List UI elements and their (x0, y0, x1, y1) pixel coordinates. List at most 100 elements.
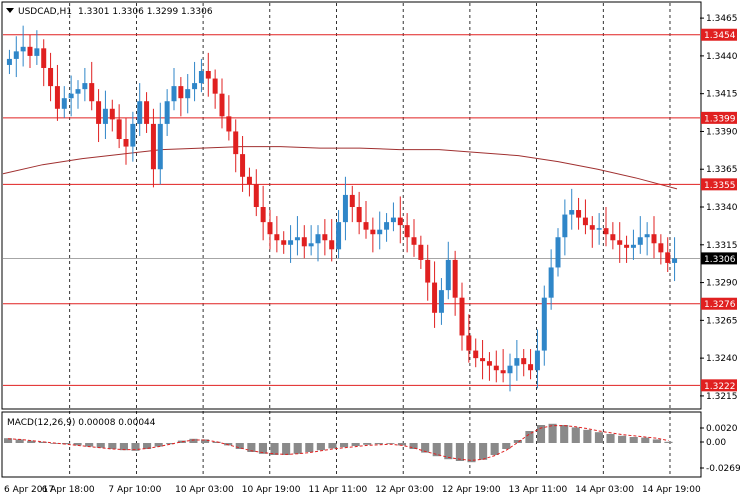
candle-body (329, 240, 335, 250)
time-tick: 10 Apr 19:00 (242, 485, 301, 495)
candle-body (75, 89, 81, 94)
candle-body (130, 123, 136, 147)
candle-body (89, 83, 95, 102)
candle-body (315, 234, 321, 244)
candle-body (589, 225, 595, 230)
macd-bar (270, 443, 279, 455)
candle-body (281, 240, 287, 245)
candle-body (480, 358, 486, 362)
candle-body (596, 228, 602, 230)
macd-tick: 0.0020 (706, 424, 738, 434)
time-tick: 14 Apr 19:00 (642, 485, 701, 495)
macd-bar (664, 441, 673, 443)
macd-bar (200, 439, 210, 443)
candle-body (665, 252, 671, 263)
macd-bar (432, 443, 441, 457)
time-tick: 13 Apr 11:00 (509, 485, 568, 495)
price-tick: 1.3365 (706, 165, 738, 175)
candle-body (198, 71, 204, 84)
candle-body (246, 176, 252, 185)
macd-bar (247, 443, 256, 452)
time-tick: 10 Apr 03:00 (175, 485, 234, 495)
candle-body (356, 207, 362, 223)
candle-body (534, 350, 540, 371)
candle-body (425, 259, 431, 283)
candle-body (555, 237, 561, 268)
macd-bar (15, 439, 24, 443)
candle-body (96, 101, 102, 124)
macd-bar (397, 443, 407, 446)
macd-bar (27, 440, 36, 443)
candle-body (493, 365, 499, 371)
candle-body (342, 194, 348, 223)
time-tick: 6 Apr 2017 (4, 485, 54, 495)
candle-body (253, 184, 259, 208)
macd-axis: 0.0020 0.00 -0.0269 (700, 424, 740, 474)
candle-body (644, 234, 650, 238)
macd-bar (108, 443, 117, 449)
macd-label: MACD(12,26,9) 0.00008 0.00044 (7, 418, 156, 428)
candle-body (308, 243, 314, 247)
macd-bar (629, 437, 638, 443)
candle-body (672, 258, 678, 263)
macd-tick: 0.00 (706, 438, 726, 448)
candle-body (336, 222, 342, 250)
candle-body (466, 335, 472, 351)
macd-bar (166, 443, 175, 445)
macd-bar (119, 443, 128, 451)
macd-bar (282, 443, 291, 455)
candle-body (651, 234, 657, 244)
time-tick: 11 Apr 11:00 (308, 485, 367, 495)
time-tick: 14 Apr 03:00 (575, 485, 634, 495)
chart-header: USDCAD,H1 1.3301 1.3306 1.3299 1.3306 (6, 7, 213, 17)
macd-bar (363, 443, 372, 445)
candle-body (349, 194, 355, 208)
price-tick: 1.3440 (706, 52, 738, 62)
candle-body (569, 210, 575, 215)
macd-tick: -0.0269 (706, 464, 740, 474)
macd-bar (641, 437, 650, 443)
time-tick: 6 Apr 18:00 (42, 485, 95, 495)
macd-bar (143, 443, 152, 449)
candle-body (294, 237, 300, 241)
macd-bar (536, 425, 546, 443)
candle-body (610, 234, 616, 241)
level-label-box (701, 178, 737, 191)
candle-body (157, 123, 163, 170)
candle-body (233, 131, 239, 155)
macd-bar (293, 443, 302, 454)
time-tick: 12 Apr 03:00 (375, 485, 434, 495)
candle-body (109, 108, 115, 120)
candle-body (528, 364, 534, 371)
macd-bar (154, 443, 163, 447)
candle-body (260, 207, 266, 223)
candle-body (507, 365, 513, 374)
macd-bar (652, 439, 661, 443)
macd-bar (96, 443, 105, 448)
macd-bar (525, 431, 534, 443)
candle-body (274, 234, 280, 241)
candle-body (404, 225, 410, 238)
candle-body (27, 46, 33, 56)
candle-body (185, 89, 191, 99)
price-tick: 1.3315 (706, 241, 738, 251)
candle-body (267, 222, 273, 235)
candle-body (171, 86, 177, 102)
candle-body (473, 350, 479, 359)
macd-bar (328, 443, 337, 449)
macd-bar (316, 443, 325, 451)
macd-bar (224, 443, 233, 446)
price-tick: 1.3240 (706, 354, 738, 364)
candle-body (205, 71, 211, 79)
candle-body (384, 222, 390, 230)
dropdown-arrow-icon[interactable] (6, 8, 14, 13)
candle-body (418, 244, 424, 260)
candle-body (562, 214, 568, 238)
macd-bar (409, 443, 418, 449)
macd-bar (583, 429, 592, 443)
level-label: 1.3355 (704, 181, 736, 191)
candle-body (41, 48, 47, 68)
macd-bar (258, 443, 268, 454)
